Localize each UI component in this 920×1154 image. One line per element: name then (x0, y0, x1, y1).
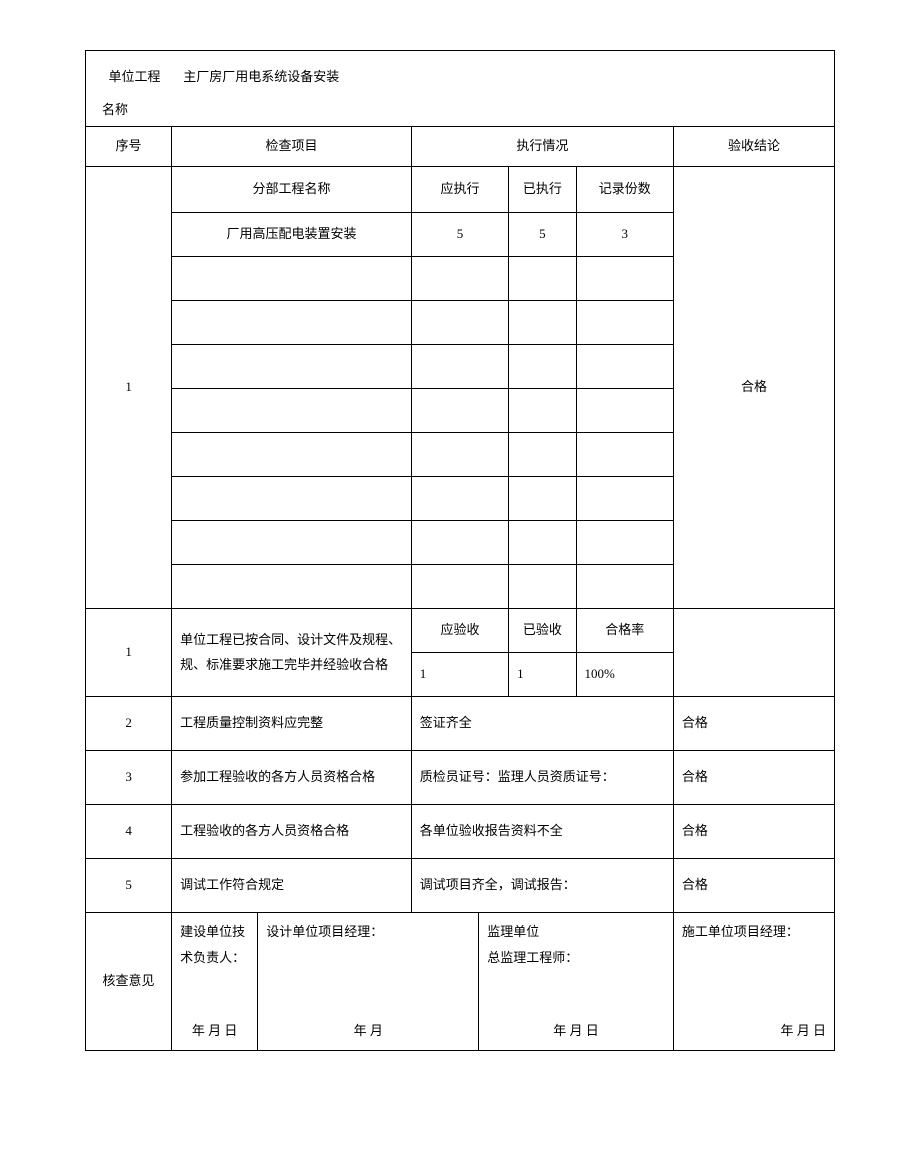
table-row (576, 433, 673, 477)
sig-c2-label: 设计单位项目经理： (266, 924, 383, 939)
sec2-pass-rate: 合格率 (576, 609, 673, 653)
sig-contractor-unit: 施工单位项目经理： 年 月 日 (673, 913, 834, 1051)
table-row (576, 477, 673, 521)
sec1-conclusion: 合格 (673, 167, 834, 609)
col-exec-status: 执行情况 (411, 127, 673, 167)
table-row (172, 257, 412, 301)
table-row (172, 433, 412, 477)
sec1-seq: 1 (86, 167, 172, 609)
sec2-should-accept: 应验收 (411, 609, 508, 653)
sec5-seq: 4 (86, 805, 172, 859)
table-row (172, 389, 412, 433)
table-row (411, 477, 508, 521)
label-name: 名称 (102, 102, 128, 117)
sec1-subname-label: 分部工程名称 (172, 167, 412, 213)
table-row: 5 (411, 213, 508, 257)
label-unit-project: 单位工程 (109, 69, 161, 84)
table-row (576, 257, 673, 301)
table-row (411, 565, 508, 609)
table-row (509, 565, 576, 609)
table-row (509, 521, 576, 565)
table-row (172, 345, 412, 389)
sec5-item: 工程验收的各方人员资格合格 (172, 805, 412, 859)
sec1-should-exec: 应执行 (411, 167, 508, 213)
table-row (172, 477, 412, 521)
sig-c2-date: 年 月 (258, 1018, 478, 1044)
sec3-item: 工程质量控制资料应完整 (172, 697, 412, 751)
sec4-item: 参加工程验收的各方人员资格合格 (172, 751, 412, 805)
table-row (509, 389, 576, 433)
sec6-seq: 5 (86, 859, 172, 913)
sec6-conclusion: 合格 (673, 859, 834, 913)
table-row (576, 565, 673, 609)
table-row (576, 345, 673, 389)
sig-c1-label: 建设单位技术负责人： (180, 924, 245, 965)
sec4-conclusion: 合格 (673, 751, 834, 805)
sec2-seq: 1 (86, 609, 172, 697)
sec2-item: 单位工程已按合同、设计文件及规程、规、标准要求施工完毕并经验收合格 (172, 609, 412, 697)
table-row: 3 (576, 213, 673, 257)
review-opinion-label: 核查意见 (86, 913, 172, 1051)
sec2-conclusion (673, 609, 834, 697)
sig-c3-l2: 总监理工程师： (487, 950, 578, 965)
sec2-done-val: 1 (509, 653, 576, 697)
sec6-item: 调试工作符合规定 (172, 859, 412, 913)
table-row (509, 433, 576, 477)
sig-c4-label: 施工单位项目经理： (682, 924, 799, 939)
table-row (411, 433, 508, 477)
sec5-status: 各单位验收报告资料不全 (411, 805, 673, 859)
table-row (411, 389, 508, 433)
table-row (509, 345, 576, 389)
main-table: 单位工程 主厂房厂用电系统设备安装 名称 序号 检查项目 执行情况 验收结论 1… (85, 50, 835, 1051)
sig-design-unit: 设计单位项目经理： 年 月 (258, 913, 479, 1051)
project-value: 主厂房厂用电系统设备安装 (183, 69, 339, 84)
sec3-status: 签证齐全 (411, 697, 673, 751)
table-row (576, 521, 673, 565)
sig-c1-date: 年 月 日 (172, 1018, 257, 1044)
page-root: 单位工程 主厂房厂用电系统设备安装 名称 序号 检查项目 执行情况 验收结论 1… (0, 0, 920, 1154)
col-seq: 序号 (86, 127, 172, 167)
sec3-conclusion: 合格 (673, 697, 834, 751)
sec2-should-val: 1 (411, 653, 508, 697)
table-row (172, 301, 412, 345)
sec3-seq: 2 (86, 697, 172, 751)
table-row (576, 389, 673, 433)
table-row (576, 301, 673, 345)
table-row (411, 301, 508, 345)
sig-c3-date: 年 月 日 (479, 1018, 673, 1044)
sig-c4-date: 年 月 日 (780, 1018, 826, 1044)
sig-supervisor-unit: 监理单位 总监理工程师： 年 月 日 (479, 913, 674, 1051)
table-row (509, 477, 576, 521)
sec5-conclusion: 合格 (673, 805, 834, 859)
table-row (411, 257, 508, 301)
sec1-done-exec: 已执行 (509, 167, 576, 213)
sec1-record-count: 记录份数 (576, 167, 673, 213)
table-row: 5 (509, 213, 576, 257)
table-row (411, 345, 508, 389)
sig-construct-unit: 建设单位技术负责人： 年 月 日 (172, 913, 258, 1051)
sec4-seq: 3 (86, 751, 172, 805)
table-row: 厂用高压配电装置安装 (172, 213, 412, 257)
table-row (411, 521, 508, 565)
table-row (172, 521, 412, 565)
project-header-cell: 单位工程 主厂房厂用电系统设备安装 名称 (86, 51, 835, 127)
sec4-status: 质检员证号：监理人员资质证号： (411, 751, 673, 805)
col-check-item: 检查项目 (172, 127, 412, 167)
sig-c3-l1: 监理单位 (487, 924, 539, 939)
table-row (172, 565, 412, 609)
sec6-status: 调试项目齐全，调试报告： (411, 859, 673, 913)
table-row (509, 257, 576, 301)
sec2-rate-val: 100% (576, 653, 673, 697)
col-conclusion: 验收结论 (673, 127, 834, 167)
table-row (509, 301, 576, 345)
sec2-done-accept: 已验收 (509, 609, 576, 653)
